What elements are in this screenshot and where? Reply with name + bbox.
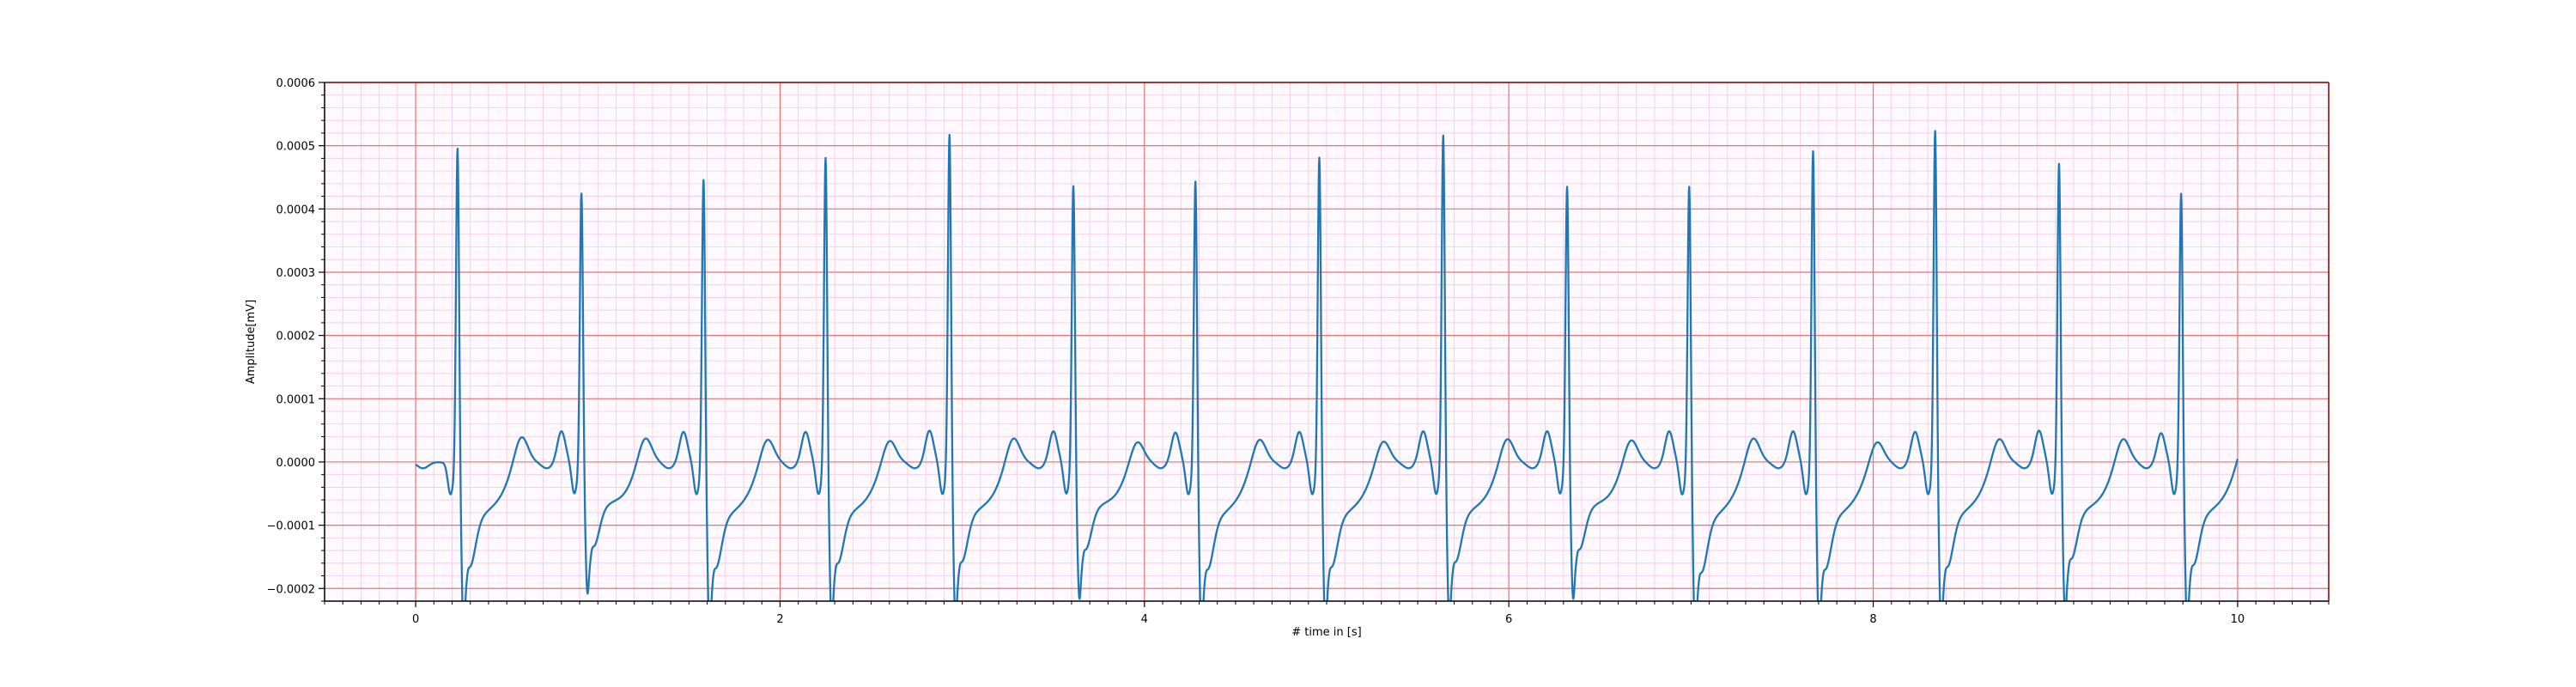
x-axis-ticks: 0 2 4 6 8 10 <box>324 601 2330 626</box>
y-tick-label: 0.0003 <box>276 267 316 280</box>
y-tick-label: 0.0002 <box>276 331 316 344</box>
y-tick-label: 0.0004 <box>276 204 316 216</box>
x-tick-label: 10 <box>2231 613 2245 626</box>
x-tick-label: 4 <box>1141 613 1148 626</box>
y-axis-label: Amplitude[mV] <box>245 300 258 384</box>
y-tick-label: 0.0005 <box>276 141 316 154</box>
y-tick-label: 0.0000 <box>276 457 316 470</box>
y-tick-label: −0.0002 <box>267 583 315 596</box>
y-tick-label: 0.0001 <box>276 393 316 406</box>
ecg-signal-line <box>415 130 2239 601</box>
x-tick-label: 2 <box>776 613 783 626</box>
x-tick-label: 0 <box>412 613 419 626</box>
minor-grid <box>324 82 2330 602</box>
y-tick-label: 0.0006 <box>276 77 316 90</box>
x-axis-label: # time in [s] <box>1291 626 1361 639</box>
y-tick-label: −0.0001 <box>267 520 315 533</box>
x-tick-label: 8 <box>1869 613 1876 626</box>
x-tick-label: 6 <box>1505 613 1512 626</box>
y-axis-ticks: −0.0002 −0.0001 0.0000 0.0001 0.0002 0.0003 0.… <box>267 77 325 602</box>
